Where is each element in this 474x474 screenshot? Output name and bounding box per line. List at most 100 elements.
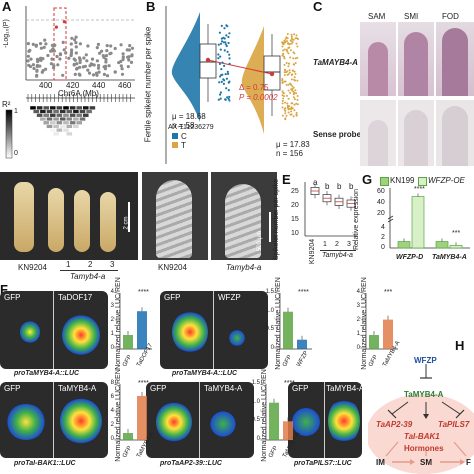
f-bar-3-sig: *** — [384, 289, 393, 296]
ld-cell — [59, 131, 66, 136]
rain-point-t — [293, 103, 296, 106]
b-n-c: n = 58 — [172, 121, 195, 130]
g-group-1: WFZP-D — [396, 254, 424, 261]
manhattan-dot — [78, 58, 82, 63]
rain-point-t — [289, 39, 292, 42]
manhattan-dot — [70, 48, 74, 52]
ld-cell — [49, 128, 56, 133]
rain-point-t — [291, 37, 293, 40]
d-scale-500um: 500 μm — [257, 230, 264, 252]
rain-point-c — [223, 37, 226, 40]
manhattan-dot — [102, 72, 106, 76]
rain-point-t — [294, 79, 296, 82]
manhattan-dot — [90, 57, 95, 61]
f-luc-image-5 — [288, 382, 362, 458]
d-sem-tamyb4a — [211, 172, 277, 260]
manhattan-dot — [102, 55, 106, 60]
rain-point-c — [224, 43, 227, 46]
c-photo-fod-sense — [436, 100, 474, 166]
manhattan-dot — [50, 57, 54, 61]
e-ytick-25: 25 — [291, 188, 299, 195]
rain-point-c — [222, 82, 225, 85]
rain-point-t — [293, 52, 296, 55]
rain-point-c — [219, 55, 222, 58]
h-node-myb: TaMYB4-A — [404, 390, 444, 399]
f-bar-4-ytick: 0 — [110, 436, 114, 442]
rain-point-c — [223, 49, 226, 52]
f-luc-image-3 — [0, 382, 108, 458]
b-delta: Δ = 0.75 — [239, 83, 269, 92]
rain-point-t — [282, 52, 285, 55]
manhattan-dot — [74, 51, 78, 55]
manhattan-dot — [29, 57, 33, 61]
rain-point-c — [228, 57, 231, 60]
rain-point-t — [281, 114, 284, 117]
rain-point-t — [283, 74, 286, 76]
e-ytick-10: 10 — [291, 230, 299, 237]
c-photo-sam-probe — [360, 22, 396, 96]
manhattan-dot — [31, 42, 35, 47]
manhattan-dot — [82, 56, 86, 60]
rain-point-t — [284, 109, 287, 112]
manhattan-dot — [97, 63, 101, 68]
ld-cell — [52, 124, 60, 129]
manhattan-dot — [107, 64, 111, 68]
rain-point-t — [281, 81, 284, 84]
manhattan-dot — [46, 53, 50, 58]
ld-cell — [43, 120, 50, 125]
ld-cell — [43, 105, 50, 110]
f-bar — [123, 433, 133, 440]
rain-point-t — [294, 62, 297, 64]
f-bar — [383, 319, 393, 349]
rain-point-t — [292, 93, 295, 96]
rain-point-t — [286, 37, 289, 40]
manhattan-dot — [121, 57, 125, 62]
rain-point-c — [227, 81, 230, 84]
manhattan-dot — [94, 71, 99, 75]
ld-cell — [52, 109, 60, 114]
d-num-2: 2 — [88, 260, 93, 269]
rain-point-t — [287, 83, 290, 86]
rain-point-t — [294, 57, 297, 60]
manhattan-dot — [128, 44, 132, 48]
manhattan-dot — [91, 73, 96, 77]
f1-left: GFP — [4, 293, 21, 302]
rain-point-c — [220, 37, 223, 40]
rain-point-t — [285, 114, 288, 117]
rain-point-c — [217, 53, 220, 56]
rain-points-c — [217, 24, 231, 102]
ld-cell — [66, 109, 73, 114]
f-bar-3-ytick: 1 — [356, 331, 360, 337]
manhattan-dot — [62, 20, 66, 24]
b-legend-title: AX-111236279 — [168, 124, 214, 131]
manhattan-dot — [27, 63, 31, 67]
manhattan-dot — [113, 46, 117, 51]
manhattan-dot — [120, 72, 125, 76]
f-bar-5-ytick: 1.0 — [251, 398, 260, 405]
ld-cell — [56, 105, 63, 110]
manhattan-dot — [55, 54, 59, 59]
rain-point-t — [284, 37, 287, 40]
rain-point-t — [281, 41, 284, 44]
d-num-1: 1 — [66, 260, 71, 269]
g-ytick-20: 20 — [377, 210, 385, 217]
manhattan-dot — [35, 68, 39, 72]
f-bar-3-ytick: 4 — [356, 289, 360, 295]
rain-point-t — [294, 89, 297, 92]
f4-right: TaMYB4-A — [204, 384, 243, 393]
rain-point-t — [287, 111, 290, 114]
rain-point-t — [284, 112, 287, 115]
manhattan-dot — [52, 64, 56, 68]
e-xcat-kn9204: KN9204 — [309, 238, 317, 265]
f-bar-1-ytick: 0 — [110, 345, 114, 351]
rain-point-t — [284, 101, 287, 104]
b-mu-t: μ = 17.83 — [276, 140, 310, 149]
g-sig-1: **** — [414, 186, 425, 193]
ld-cell — [62, 128, 70, 133]
manhattan-dot — [34, 43, 39, 47]
ld-cell — [36, 113, 43, 118]
f-bar-5-ytick: 0.5 — [251, 417, 260, 424]
c-col-fod: FOD — [442, 12, 459, 21]
manhattan-dot — [39, 42, 43, 46]
rain-point-t — [287, 97, 290, 100]
